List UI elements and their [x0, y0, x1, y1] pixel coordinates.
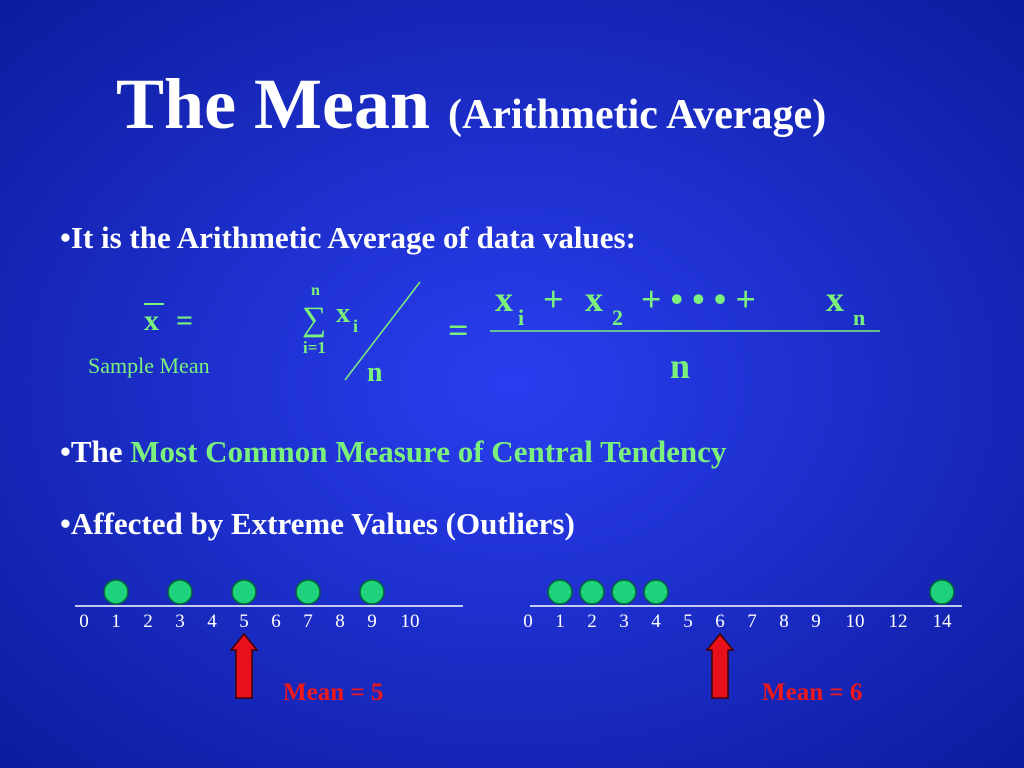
- tick-label: 4: [651, 611, 661, 632]
- divisor: n: [367, 357, 383, 388]
- tick-label: 3: [619, 611, 629, 632]
- mean-label: Mean = 6: [762, 679, 862, 706]
- formula: x = Sample Mean n ∑ x i i=1 n = x i + x …: [88, 279, 880, 388]
- tick-label: 8: [335, 611, 345, 632]
- bullet-prefix: •The: [60, 434, 130, 469]
- mean-arrow: [705, 632, 735, 699]
- tick-label: 12: [889, 611, 908, 632]
- data-dot: [579, 579, 605, 605]
- tick-label: 0: [79, 611, 89, 632]
- xbar: x: [144, 304, 159, 337]
- tick-label: 6: [715, 611, 725, 632]
- title-sub: (Arithmetic Average): [448, 92, 826, 138]
- bullet: •It is the Arithmetic Average of data va…: [60, 220, 636, 255]
- tick-label: 0: [523, 611, 533, 632]
- sum-x: x: [336, 298, 350, 329]
- tick-label: 9: [367, 611, 377, 632]
- data-dot: [643, 579, 669, 605]
- tick-label: 8: [779, 611, 789, 632]
- term: x: [826, 279, 844, 319]
- data-dot: [359, 579, 385, 605]
- numerator: x i + x 2 + • • • + x n: [495, 279, 865, 333]
- equals: =: [176, 304, 193, 337]
- sum-bottom: i=1: [303, 338, 326, 357]
- tick-label: 5: [683, 611, 693, 632]
- mean-arrow: [229, 632, 259, 699]
- data-dot: [611, 579, 637, 605]
- data-dot: [167, 579, 193, 605]
- tick-label: 7: [747, 611, 757, 632]
- denominator: n: [670, 346, 690, 386]
- subscript: n: [853, 305, 865, 330]
- tick-label: 9: [811, 611, 821, 632]
- data-dot: [295, 579, 321, 605]
- data-dot: [547, 579, 573, 605]
- tick-label: 5: [239, 611, 249, 632]
- caption: Sample Mean: [88, 353, 210, 378]
- subscript: 2: [612, 305, 623, 330]
- slash: [344, 281, 421, 381]
- dots: + • • • +: [641, 279, 756, 319]
- tick-label: 4: [207, 611, 217, 632]
- tick-label: 7: [303, 611, 313, 632]
- data-dot: [929, 579, 955, 605]
- tick-label: 14: [933, 611, 953, 632]
- data-dot: [231, 579, 257, 605]
- tick-label: 3: [175, 611, 185, 632]
- bullet: •The Most Common Measure of Central Tend…: [60, 434, 727, 469]
- bullet: •Affected by Extreme Values (Outliers): [60, 506, 575, 541]
- term: x: [495, 279, 513, 319]
- tick-label: 1: [555, 611, 565, 632]
- sigma: ∑: [302, 301, 326, 338]
- tick-label: 10: [401, 611, 420, 632]
- term: x: [585, 279, 603, 319]
- title: The Mean (Arithmetic Average): [116, 64, 826, 144]
- data-dot: [103, 579, 129, 605]
- tick-label: 6: [271, 611, 281, 632]
- bullet-highlight: Most Common Measure of Central Tendency: [130, 434, 727, 469]
- subscript: i: [518, 305, 524, 330]
- mean-label: Mean = 5: [283, 679, 383, 706]
- plus: +: [543, 279, 564, 319]
- tick-label: 10: [846, 611, 865, 632]
- sum-sub: i: [353, 316, 358, 336]
- tick-label: 2: [143, 611, 153, 632]
- equals: =: [448, 310, 469, 350]
- sum-top: n: [311, 282, 320, 299]
- tick-label: 1: [111, 611, 121, 632]
- title-main: The Mean: [116, 64, 430, 144]
- tick-label: 2: [587, 611, 597, 632]
